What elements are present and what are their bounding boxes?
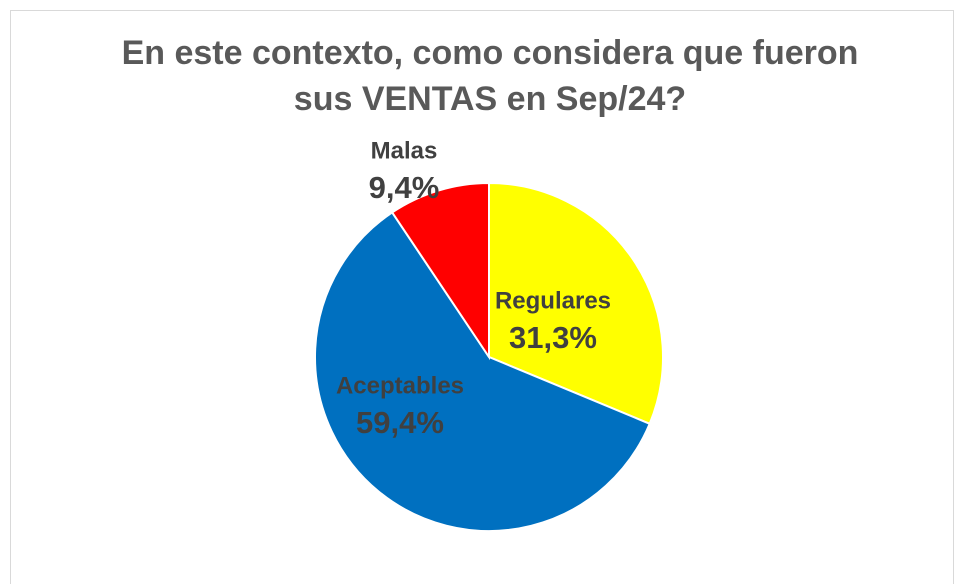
slice-value-label: 9,4%	[369, 170, 440, 205]
pie-slice	[390, 181, 490, 361]
slice-category-label: Aceptables	[336, 372, 464, 399]
chart-frame	[10, 10, 954, 584]
slice-category-label: Malas	[371, 137, 438, 164]
slice-value-label: 59,4%	[356, 405, 444, 440]
pie-slice	[314, 211, 651, 532]
slice-category-label: Regulares	[495, 287, 611, 314]
chart-title: En este contexto, como considera que fue…	[121, 34, 859, 118]
pie-slice	[488, 181, 664, 426]
slice-value-label: 31,3%	[509, 320, 597, 355]
